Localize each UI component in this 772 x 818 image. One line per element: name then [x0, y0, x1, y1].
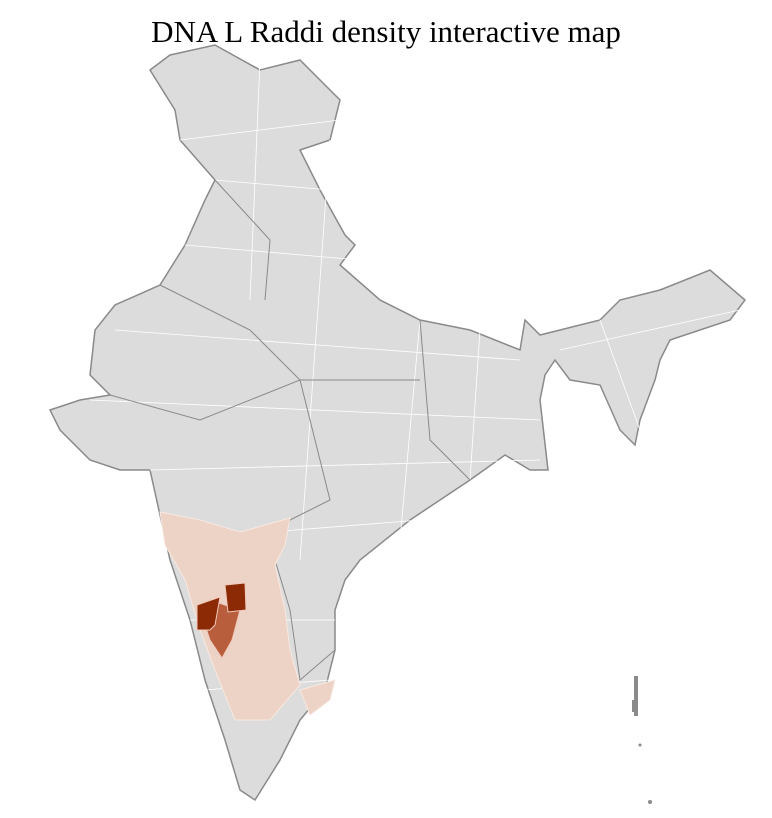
india-outline[interactable]: [48, 44, 747, 802]
region-high-density-east[interactable]: [224, 582, 247, 613]
region-high-density-west[interactable]: [196, 596, 221, 631]
map-title: DNA L Raddi density interactive map: [151, 14, 621, 49]
andaman-islands: [632, 676, 652, 804]
state-borders: [109, 179, 471, 681]
region-low-density-south[interactable]: [299, 679, 336, 716]
